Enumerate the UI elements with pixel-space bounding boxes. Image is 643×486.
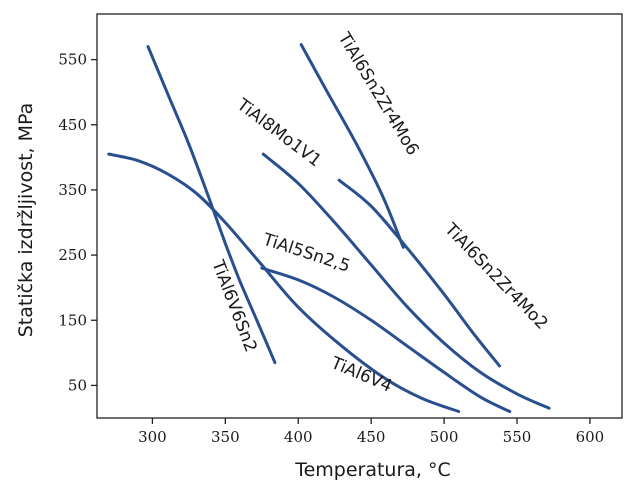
series-line-tial6v4 xyxy=(107,152,461,413)
x-tick-label: 300 xyxy=(138,428,167,446)
series-line-tial6sn2zr4mo6 xyxy=(299,43,405,249)
y-axis-title: Statička izdržljivost, MPa xyxy=(15,103,37,338)
series-line-tial6sn2zr4mo2 xyxy=(337,178,501,368)
x-axis-title: Temperatura, °C xyxy=(294,459,451,481)
plot-frame-layer xyxy=(96,13,623,419)
series-label-tial8mo1v1: TiAl8Mo1V1 xyxy=(232,94,325,171)
series-line-tial6v6sn2 xyxy=(146,45,277,365)
y-tick-label: 250 xyxy=(58,246,87,264)
x-tick-label: 600 xyxy=(576,428,605,446)
series-label-tial6v4: TiAl6V4 xyxy=(327,353,395,397)
x-tick-label: 450 xyxy=(357,428,386,446)
x-tick-label: 350 xyxy=(211,428,240,446)
series-label-tial6sn2zr4mo2: TiAl6Sn2Zr4Mo2 xyxy=(440,219,552,334)
series-label-tial5sn2-5: TiAl5Sn2,5 xyxy=(260,229,353,276)
y-tick-label: 350 xyxy=(58,181,87,199)
series-label-tial6v6sn2: TiAl6V6Sn2 xyxy=(207,257,261,355)
series-line-tial8mo1v1 xyxy=(261,152,551,410)
x-tick-label: 500 xyxy=(430,428,459,446)
series-line-tial5sn2-5 xyxy=(260,266,512,413)
y-tick-label: 550 xyxy=(58,51,87,69)
x-tick-label: 550 xyxy=(503,428,532,446)
series-label-tial6sn2zr4mo6: TiAl6Sn2Zr4Mo6 xyxy=(333,28,422,159)
x-tick-label: 400 xyxy=(284,428,313,446)
y-tick-label: 50 xyxy=(68,376,87,394)
plot-frame xyxy=(96,13,623,419)
ticks-layer: 300 350 400 450 500 550 600 50 150 250 350 450 550 xyxy=(58,51,604,446)
series-layer xyxy=(107,43,551,413)
y-tick-label: 150 xyxy=(58,311,87,329)
y-tick-label: 450 xyxy=(58,116,87,134)
